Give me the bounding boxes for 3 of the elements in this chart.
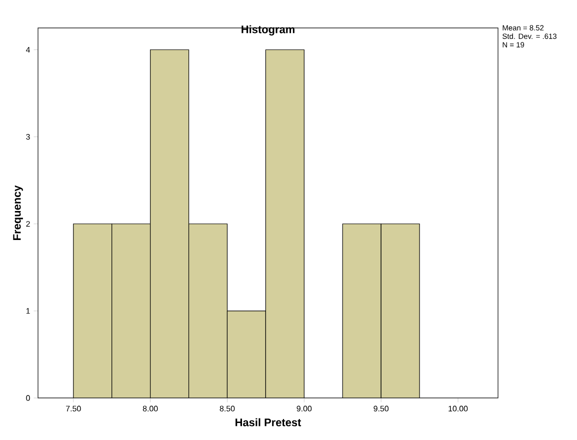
y-axis-title: Frequency bbox=[13, 185, 23, 240]
x-axis-title: Hasil Pretest bbox=[236, 418, 302, 426]
chart-title: Histogram bbox=[242, 25, 294, 36]
